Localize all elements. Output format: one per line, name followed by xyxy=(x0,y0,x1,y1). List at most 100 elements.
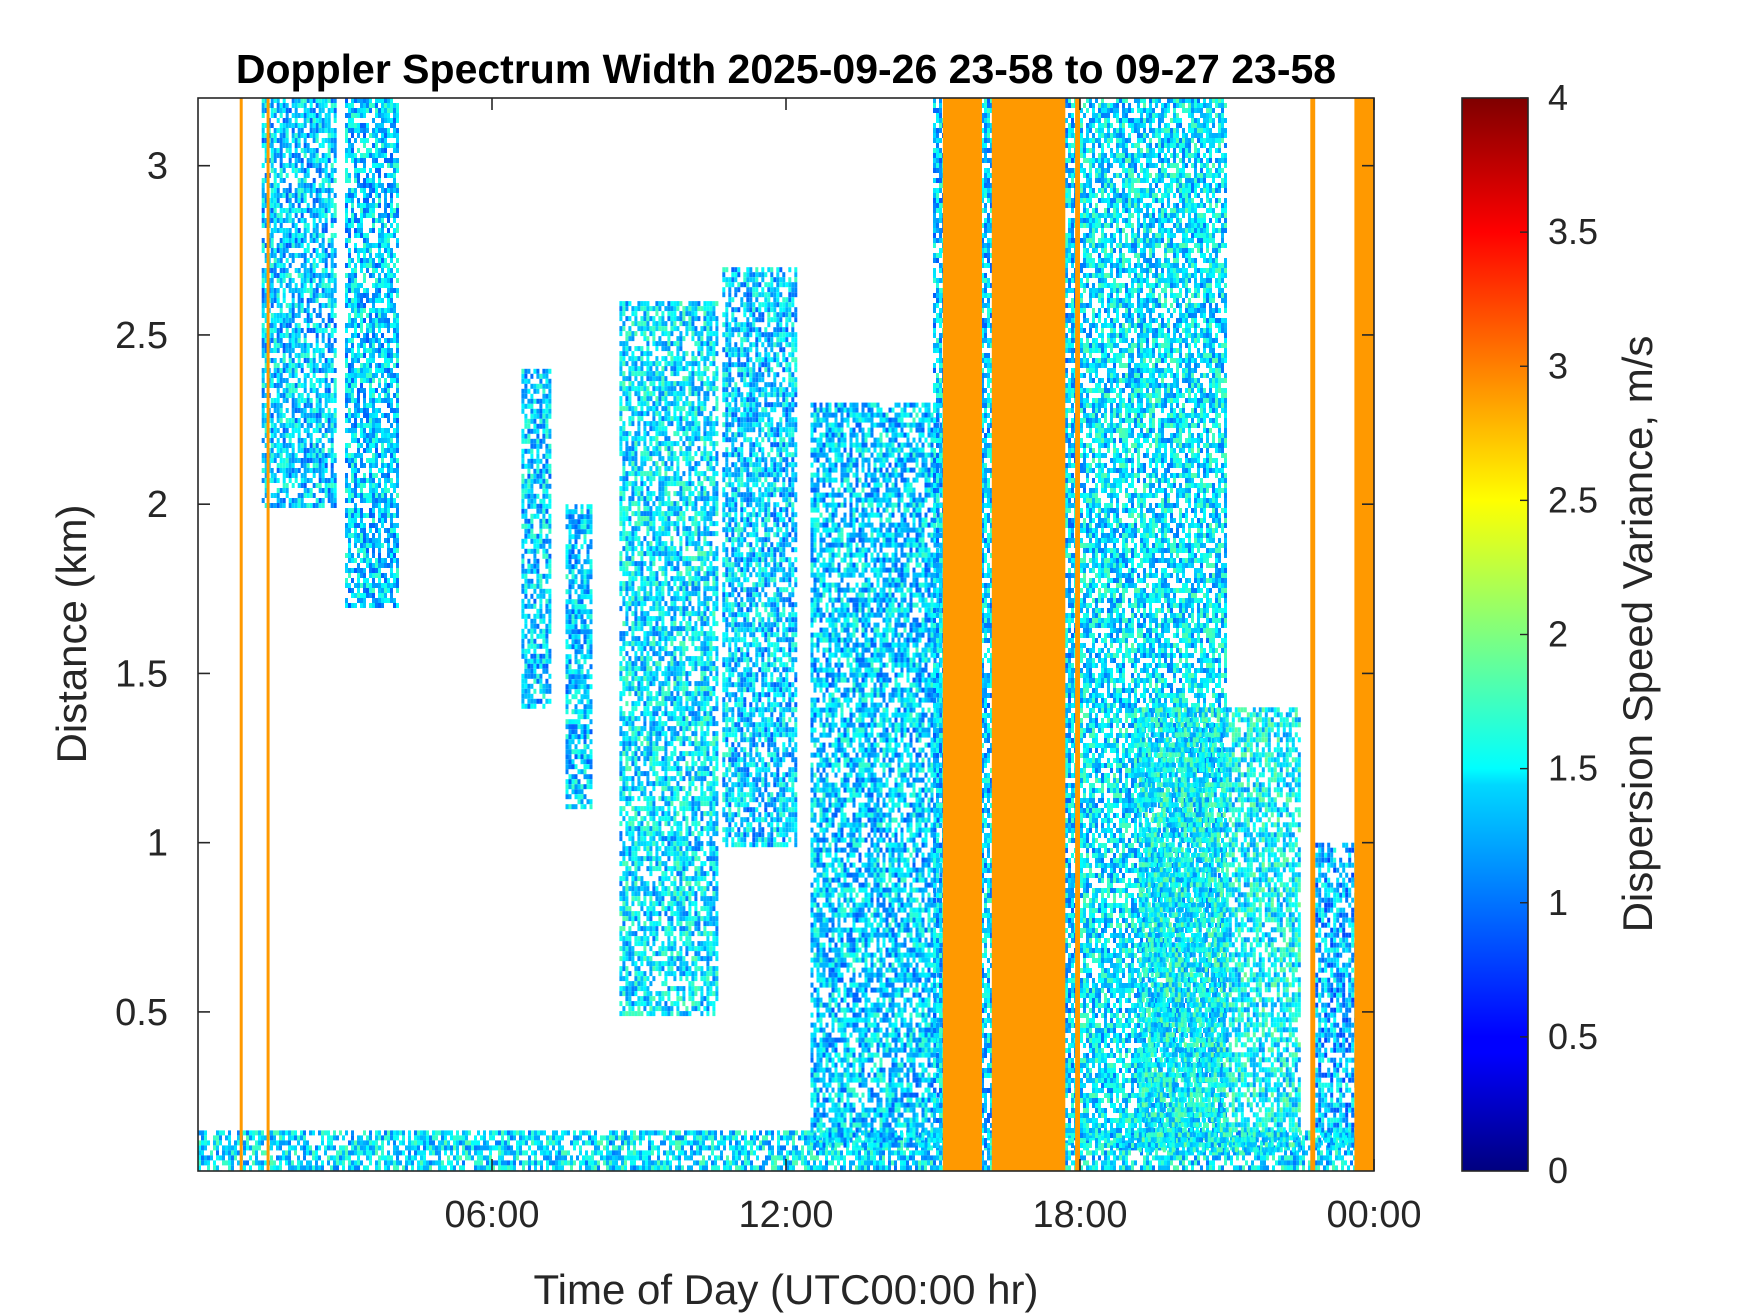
heatmap-cell xyxy=(348,178,351,183)
heatmap-cell xyxy=(285,1150,288,1156)
heatmap-cell xyxy=(264,348,268,353)
heatmap-cell xyxy=(561,1130,564,1136)
heatmap-cell xyxy=(372,183,375,188)
heatmap-cell xyxy=(291,153,295,158)
heatmap-cell xyxy=(279,158,283,163)
heatmap-cell xyxy=(381,243,384,248)
heatmap-cell xyxy=(375,583,378,588)
heatmap-cell xyxy=(381,513,384,518)
heatmap-cell xyxy=(276,98,280,103)
heatmap-cell xyxy=(330,498,334,503)
heatmap-cell xyxy=(1212,1160,1215,1166)
heatmap-cell xyxy=(513,1130,516,1136)
heatmap-cell xyxy=(270,288,274,293)
heatmap-cell xyxy=(330,1140,333,1146)
heatmap-cell xyxy=(387,233,390,238)
heatmap-cell xyxy=(327,343,331,348)
heatmap-cell xyxy=(351,463,354,468)
heatmap-cell xyxy=(375,143,378,148)
heatmap-cell xyxy=(345,598,348,603)
heatmap-cell xyxy=(1254,1165,1257,1171)
heatmap-cell xyxy=(429,1160,432,1166)
heatmap-cell xyxy=(675,1145,678,1151)
heatmap-cell xyxy=(357,133,360,138)
heatmap-cell xyxy=(375,313,378,318)
heatmap-cell xyxy=(495,1140,498,1146)
heatmap-cell xyxy=(270,373,274,378)
heatmap-cell xyxy=(981,1150,984,1156)
heatmap-cell xyxy=(288,348,292,353)
heatmap-cell xyxy=(738,1145,741,1151)
heatmap-cell xyxy=(648,1155,651,1161)
heatmap-cell xyxy=(1161,1160,1164,1166)
heatmap-cell xyxy=(516,1130,519,1136)
heatmap-cell xyxy=(378,163,381,168)
heatmap-cell xyxy=(351,468,354,473)
heatmap-cell xyxy=(360,293,363,298)
heatmap-cell xyxy=(342,1165,345,1171)
heatmap-cell xyxy=(366,298,369,303)
heatmap-cell xyxy=(642,1135,645,1141)
heatmap-cell xyxy=(537,1160,540,1166)
heatmap-cell xyxy=(348,538,351,543)
heatmap-cell xyxy=(534,1160,537,1166)
heatmap-cell xyxy=(369,483,372,488)
heatmap-cell xyxy=(333,473,337,478)
heatmap-cell xyxy=(381,1150,384,1156)
heatmap-cell xyxy=(285,433,289,438)
heatmap-cell xyxy=(378,168,381,173)
heatmap-cell xyxy=(318,233,322,238)
heatmap-cell xyxy=(276,1165,279,1171)
heatmap-cell xyxy=(348,428,351,433)
heatmap-cell xyxy=(807,1135,810,1141)
heatmap-cell xyxy=(375,453,378,458)
heatmap-cell xyxy=(375,203,378,208)
heatmap-cell xyxy=(288,333,292,338)
heatmap-cell xyxy=(360,98,363,103)
heatmap-cell xyxy=(1260,1155,1263,1161)
heatmap-cell xyxy=(852,1145,855,1151)
heatmap-cell xyxy=(279,193,283,198)
heatmap-cell xyxy=(546,1160,549,1166)
heatmap-cell xyxy=(552,1165,555,1171)
heatmap-cell xyxy=(387,253,390,258)
heatmap-cell xyxy=(384,108,387,113)
heatmap-cell xyxy=(345,1155,348,1161)
heatmap-cell xyxy=(216,1145,219,1151)
heatmap-cell xyxy=(768,1155,771,1161)
heatmap-cell xyxy=(1344,1140,1347,1146)
heatmap-cell xyxy=(534,1150,537,1156)
heatmap-cell xyxy=(366,583,369,588)
heatmap-cell xyxy=(333,263,337,268)
heatmap-cell xyxy=(381,563,384,568)
heatmap-cell xyxy=(1161,1155,1164,1161)
heatmap-cell xyxy=(873,1135,876,1141)
heatmap-cell xyxy=(315,123,319,128)
heatmap-cell xyxy=(327,133,331,138)
heatmap-cell xyxy=(270,198,274,203)
heatmap-cell xyxy=(366,153,369,158)
heatmap-cell xyxy=(1092,1165,1095,1171)
heatmap-cell xyxy=(369,178,372,183)
heatmap-cell xyxy=(357,573,360,578)
heatmap-cell xyxy=(699,1135,702,1141)
heatmap-cell xyxy=(666,1150,669,1156)
heatmap-cell xyxy=(273,1140,276,1146)
heatmap-cell xyxy=(297,233,301,238)
heatmap-cell xyxy=(204,1155,207,1161)
heatmap-cell xyxy=(351,373,354,378)
heatmap-cell xyxy=(324,1150,327,1156)
heatmap-cell xyxy=(360,428,363,433)
heatmap-cell xyxy=(330,243,334,248)
heatmap-cell xyxy=(303,333,307,338)
heatmap-cell xyxy=(768,1140,771,1146)
heatmap-cell xyxy=(330,418,334,423)
heatmap-cell xyxy=(387,303,390,308)
heatmap-cell xyxy=(369,568,372,573)
heatmap-cell xyxy=(300,98,304,103)
heatmap-cell xyxy=(282,438,286,443)
heatmap-cell xyxy=(321,1160,324,1166)
heatmap-cell xyxy=(282,333,286,338)
heatmap-cell xyxy=(792,1145,795,1151)
heatmap-cell xyxy=(279,1145,282,1151)
